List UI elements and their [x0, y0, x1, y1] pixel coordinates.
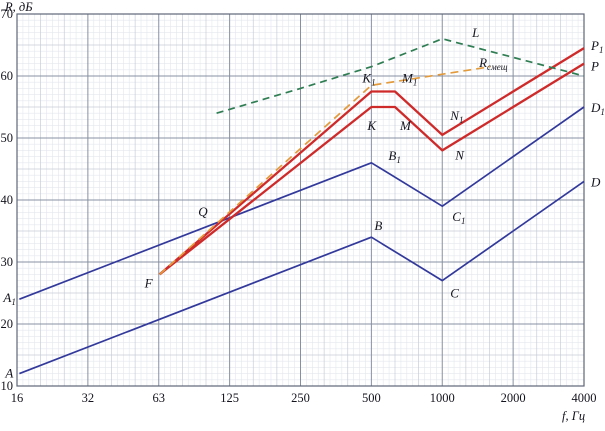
- y-tick-60: 60: [1, 69, 14, 83]
- label-F: F: [144, 275, 154, 290]
- x-tick-250: 250: [291, 391, 310, 405]
- label-N1: N1: [449, 108, 463, 125]
- label-M1: M1: [401, 71, 417, 88]
- label-Q: Q: [198, 204, 208, 219]
- y-tick-50: 50: [1, 131, 14, 145]
- label-D: D: [590, 174, 601, 189]
- y-axis-title: R, дБ: [5, 0, 33, 14]
- x-tick-2000: 2000: [501, 391, 526, 405]
- series-FK1M1N1P1: [158, 47, 585, 276]
- label-C: C: [450, 286, 459, 301]
- series-L: [216, 37, 585, 115]
- y-tick-70: 70: [1, 7, 14, 21]
- x-axis-title: f, Гц: [562, 409, 586, 423]
- x-tick-16: 16: [11, 391, 24, 405]
- label-D1: D1: [590, 100, 605, 117]
- y-tick-40: 40: [1, 193, 14, 207]
- plot-border: [16, 13, 585, 387]
- label-A: A: [4, 366, 13, 381]
- series-A1B1C1D1: [19, 106, 585, 300]
- label-N: N: [454, 147, 465, 162]
- series-R-smesch: [159, 65, 491, 276]
- x-tick-1000: 1000: [430, 391, 455, 405]
- x-tick-4000: 4000: [572, 391, 597, 405]
- label-A1: A1: [2, 290, 15, 307]
- label-K: K: [366, 118, 377, 133]
- label-P: P: [590, 59, 599, 74]
- y-tick-30: 30: [1, 255, 14, 269]
- series-ABCD: [19, 180, 585, 375]
- y-tick-20: 20: [1, 317, 14, 331]
- series-FKMNP: [158, 62, 585, 276]
- label-M: M: [399, 118, 412, 133]
- x-tick-500: 500: [362, 391, 381, 405]
- x-tick-63: 63: [153, 391, 166, 405]
- x-tick-32: 32: [82, 391, 95, 405]
- label-L: L: [471, 25, 479, 40]
- label-P1: P1: [590, 38, 603, 55]
- tick-labels: 16 32 63 125 250 500 1000 2000 4000 70 60 50 40 30 20 1…: [1, 7, 597, 405]
- label-K1: K1: [361, 71, 375, 88]
- label-B: B: [374, 218, 382, 233]
- x-tick-125: 125: [220, 391, 239, 405]
- y-tick-10: 10: [1, 379, 14, 393]
- label-C1: C1: [452, 209, 465, 226]
